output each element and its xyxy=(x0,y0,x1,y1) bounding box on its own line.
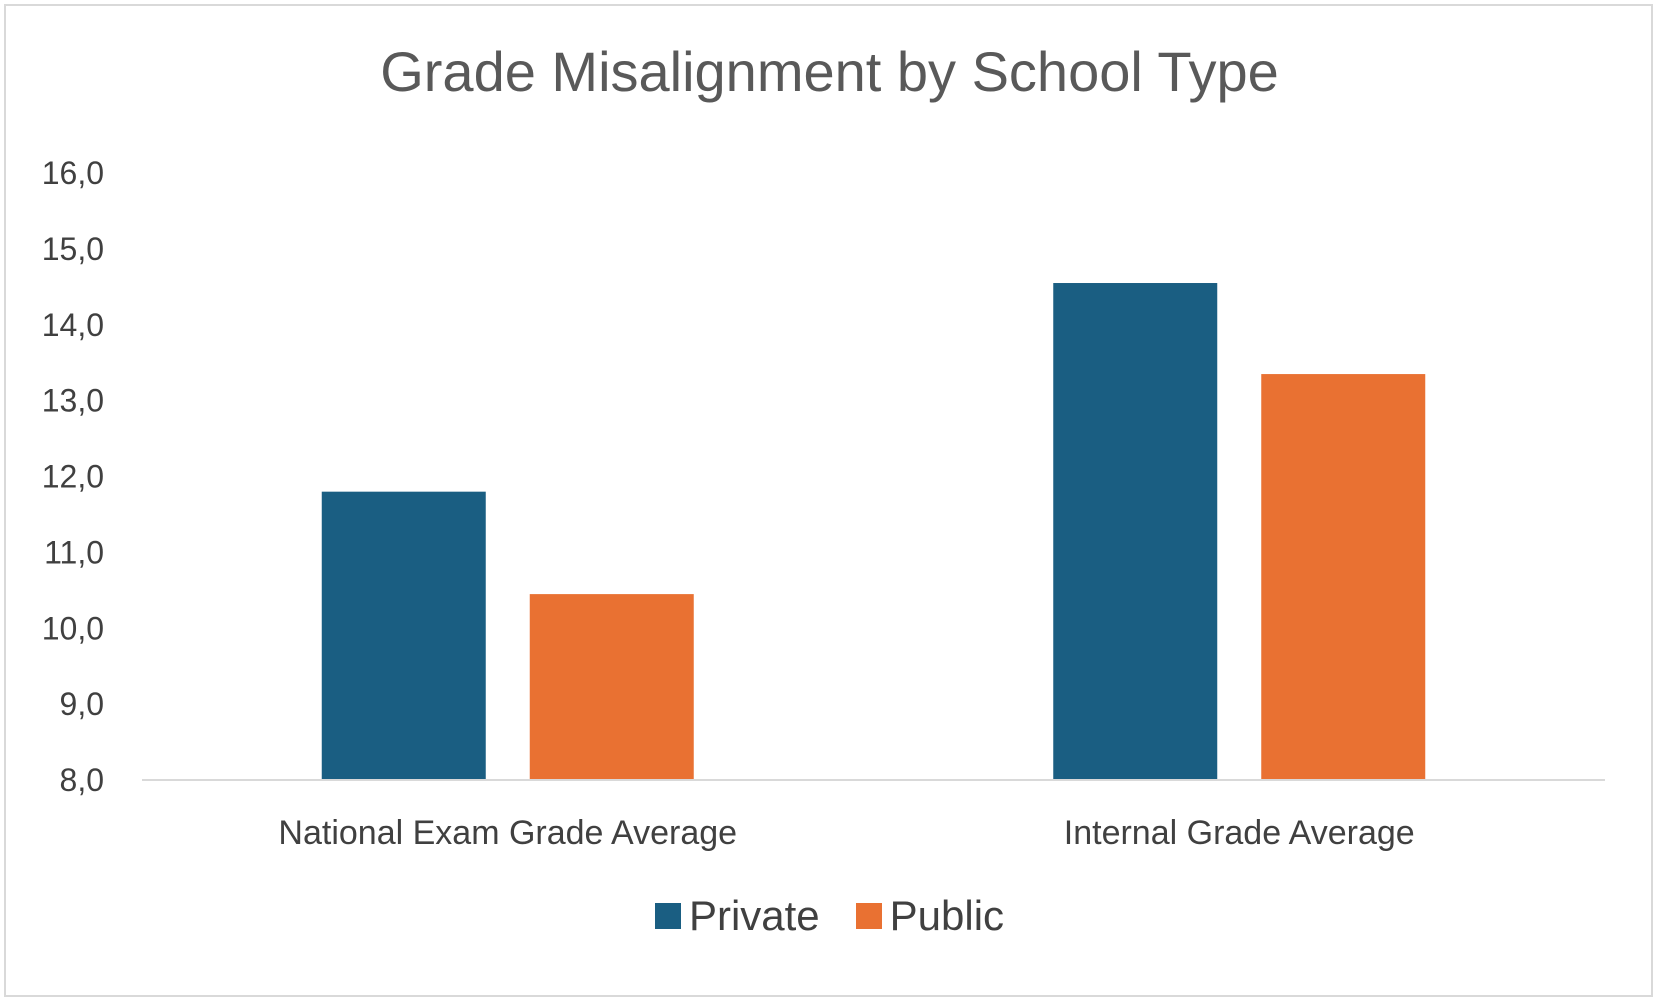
y-tick-label: 15,0 xyxy=(42,231,104,267)
bars xyxy=(321,283,1426,780)
bar-public-0 xyxy=(529,594,694,780)
y-tick-label: 10,0 xyxy=(42,610,104,646)
y-axis-ticks: 8,0 9,0 10,0 11,0 12,0 13,0 14,0 15,0 16,0 xyxy=(42,155,104,798)
bar-private-0 xyxy=(321,491,486,780)
x-category-label: National Exam Grade Average xyxy=(278,814,737,852)
legend-swatch-private xyxy=(654,903,681,929)
legend-item-private: Private xyxy=(654,892,820,939)
legend: Private Public xyxy=(0,895,1659,937)
y-tick-label: 9,0 xyxy=(60,686,104,722)
x-axis-categories: National Exam Grade Average Internal Grad… xyxy=(278,814,1414,852)
y-tick-label: 14,0 xyxy=(42,307,104,343)
y-tick-label: 8,0 xyxy=(60,762,104,798)
legend-label-private: Private xyxy=(688,892,820,939)
legend-label-public: Public xyxy=(889,892,1005,939)
legend-swatch-public xyxy=(855,903,882,929)
y-tick-label: 16,0 xyxy=(42,155,104,191)
y-tick-label: 13,0 xyxy=(42,383,104,419)
chart-title: Grade Misalignment by School Type xyxy=(380,40,1279,103)
bar-private-1 xyxy=(1053,283,1218,780)
y-tick-label: 11,0 xyxy=(44,534,104,570)
bar-public-1 xyxy=(1261,374,1426,780)
legend-item-public: Public xyxy=(855,892,1005,939)
y-tick-label: 12,0 xyxy=(42,459,104,495)
x-category-label: Internal Grade Average xyxy=(1064,814,1415,852)
